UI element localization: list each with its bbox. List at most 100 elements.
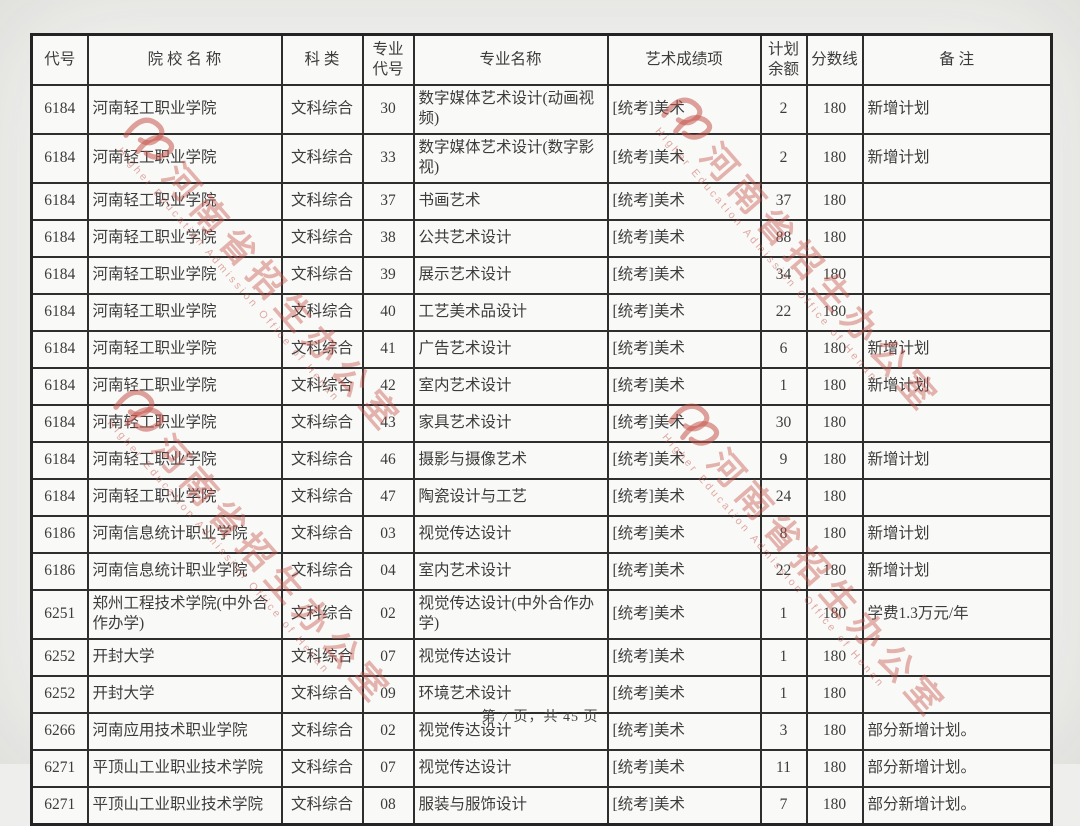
cell-score-line: 180	[805, 181, 864, 221]
cell-score-line: 180	[805, 292, 864, 332]
header-code: 代号	[30, 33, 89, 86]
cell-plan-quota: 9	[759, 440, 808, 480]
cell-category: 文科综合	[280, 366, 364, 406]
cell-code: 6184	[30, 329, 89, 369]
cell-code: 6266	[30, 711, 89, 751]
header-category: 科 类	[280, 33, 364, 86]
cell-art-score-item: [统考]美术	[606, 711, 762, 751]
cell-school-name: 郑州工程技术学院(中外合作办学)	[86, 588, 283, 640]
cell-score-line: 180	[805, 329, 864, 369]
cell-remarks: 学费1.3万元/年	[861, 588, 1053, 640]
table-row: 6184 河南轻工职业学院 文科综合 33 数字媒体艺术设计(数字影视) [统考…	[30, 132, 1053, 184]
cell-plan-quota: 37	[759, 181, 808, 221]
cell-score-line: 180	[805, 403, 864, 443]
cell-major-name: 视觉传达设计	[412, 711, 609, 751]
cell-code: 6184	[30, 292, 89, 332]
cell-art-score-item: [统考]美术	[606, 477, 762, 517]
cell-code: 6184	[30, 255, 89, 295]
cell-art-score-item: [统考]美术	[606, 292, 762, 332]
cell-remarks	[861, 477, 1053, 517]
cell-category: 文科综合	[280, 748, 364, 788]
cell-major-code: 42	[361, 366, 415, 406]
cell-code: 6184	[30, 132, 89, 184]
cell-category: 文科综合	[280, 711, 364, 751]
cell-art-score-item: [统考]美术	[606, 440, 762, 480]
cell-code: 6271	[30, 785, 89, 826]
cell-school-name: 河南轻工职业学院	[86, 477, 283, 517]
cell-code: 6184	[30, 181, 89, 221]
header-art-score-item: 艺术成绩项	[606, 33, 762, 86]
cell-score-line: 180	[805, 637, 864, 677]
cell-category: 文科综合	[280, 440, 364, 480]
cell-plan-quota: 6	[759, 329, 808, 369]
cell-code: 6186	[30, 551, 89, 591]
cell-art-score-item: [统考]美术	[606, 551, 762, 591]
cell-major-code: 02	[361, 588, 415, 640]
table-row: 6184 河南轻工职业学院 文科综合 43 家具艺术设计 [统考]美术 30 1…	[30, 403, 1053, 443]
cell-major-name: 陶瓷设计与工艺	[412, 477, 609, 517]
cell-category: 文科综合	[280, 551, 364, 591]
cell-code: 6184	[30, 403, 89, 443]
cell-school-name: 河南轻工职业学院	[86, 440, 283, 480]
cell-major-code: 46	[361, 440, 415, 480]
cell-school-name: 开封大学	[86, 674, 283, 714]
cell-major-name: 数字媒体艺术设计(动画视频)	[412, 84, 609, 135]
cell-major-name: 工艺美术品设计	[412, 292, 609, 332]
table-row: 6186 河南信息统计职业学院 文科综合 03 视觉传达设计 [统考]美术 8 …	[30, 514, 1053, 554]
cell-art-score-item: [统考]美术	[606, 181, 762, 221]
cell-major-name: 数字媒体艺术设计(数字影视)	[412, 132, 609, 184]
cell-category: 文科综合	[280, 674, 364, 714]
cell-plan-quota: 8	[759, 514, 808, 554]
cell-art-score-item: [统考]美术	[606, 514, 762, 554]
table-row: 6186 河南信息统计职业学院 文科综合 04 室内艺术设计 [统考]美术 22…	[30, 551, 1053, 591]
cell-score-line: 180	[805, 748, 864, 788]
cell-remarks: 新增计划	[861, 514, 1053, 554]
cell-school-name: 河南轻工职业学院	[86, 218, 283, 258]
cell-code: 6184	[30, 440, 89, 480]
cell-major-name: 视觉传达设计	[412, 637, 609, 677]
cell-remarks	[861, 181, 1053, 221]
cell-code: 6184	[30, 218, 89, 258]
cell-category: 文科综合	[280, 588, 364, 640]
cell-remarks	[861, 674, 1053, 714]
cell-plan-quota: 1	[759, 674, 808, 714]
cell-major-name: 室内艺术设计	[412, 366, 609, 406]
table-row: 6184 河南轻工职业学院 文科综合 38 公共艺术设计 [统考]美术 88 1…	[30, 218, 1053, 258]
cell-art-score-item: [统考]美术	[606, 748, 762, 788]
cell-category: 文科综合	[280, 514, 364, 554]
cell-plan-quota: 11	[759, 748, 808, 788]
cell-plan-quota: 1	[759, 366, 808, 406]
cell-major-code: 38	[361, 218, 415, 258]
cell-school-name: 平顶山工业职业技术学院	[86, 785, 283, 826]
cell-major-name: 广告艺术设计	[412, 329, 609, 369]
cell-code: 6184	[30, 84, 89, 135]
cell-school-name: 河南轻工职业学院	[86, 181, 283, 221]
cell-school-name: 河南轻工职业学院	[86, 132, 283, 184]
cell-score-line: 180	[805, 588, 864, 640]
table-row: 6271 平顶山工业职业技术学院 文科综合 07 视觉传达设计 [统考]美术 1…	[30, 748, 1053, 788]
cell-art-score-item: [统考]美术	[606, 218, 762, 258]
cell-category: 文科综合	[280, 477, 364, 517]
cell-school-name: 河南应用技术职业学院	[86, 711, 283, 751]
cell-school-name: 开封大学	[86, 637, 283, 677]
cell-art-score-item: [统考]美术	[606, 403, 762, 443]
cell-category: 文科综合	[280, 637, 364, 677]
cell-major-code: 40	[361, 292, 415, 332]
cell-major-name: 展示艺术设计	[412, 255, 609, 295]
header-row: 代号 院 校 名 称 科 类 专业 代号 专业名称 艺术成绩项 计划 余额 分数…	[30, 33, 1053, 86]
cell-school-name: 河南轻工职业学院	[86, 84, 283, 135]
cell-score-line: 180	[805, 514, 864, 554]
cell-major-code: 30	[361, 84, 415, 135]
cell-school-name: 河南轻工职业学院	[86, 403, 283, 443]
cell-plan-quota: 1	[759, 588, 808, 640]
cell-category: 文科综合	[280, 292, 364, 332]
cell-score-line: 180	[805, 551, 864, 591]
header-plan-quota: 计划 余额	[759, 33, 808, 86]
table-body: 6184 河南轻工职业学院 文科综合 30 数字媒体艺术设计(动画视频) [统考…	[30, 84, 1053, 826]
cell-art-score-item: [统考]美术	[606, 637, 762, 677]
cell-major-code: 39	[361, 255, 415, 295]
cell-category: 文科综合	[280, 403, 364, 443]
cell-plan-quota: 1	[759, 637, 808, 677]
cell-major-name: 服装与服饰设计	[412, 785, 609, 826]
cell-major-code: 03	[361, 514, 415, 554]
